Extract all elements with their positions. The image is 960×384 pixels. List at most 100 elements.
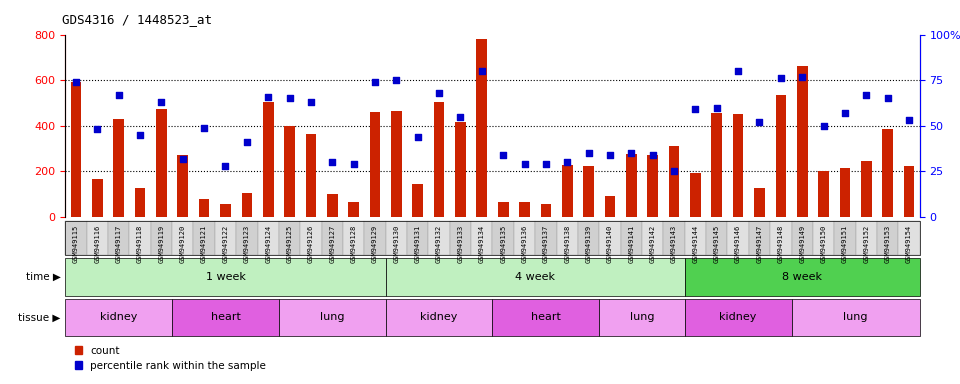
Bar bbox=[156, 109, 167, 217]
Bar bbox=[391, 111, 401, 217]
Point bbox=[645, 152, 660, 158]
Text: GSM949128: GSM949128 bbox=[350, 224, 357, 263]
Text: GSM949140: GSM949140 bbox=[607, 224, 613, 263]
Bar bbox=[669, 146, 680, 217]
Point bbox=[175, 156, 190, 162]
Text: GSM949121: GSM949121 bbox=[202, 224, 207, 263]
Point bbox=[324, 159, 340, 166]
Bar bbox=[92, 179, 103, 217]
Point bbox=[880, 95, 896, 101]
Text: GSM949143: GSM949143 bbox=[671, 224, 677, 263]
Text: GSM949151: GSM949151 bbox=[842, 224, 848, 263]
Point bbox=[901, 117, 917, 123]
Point bbox=[154, 99, 169, 105]
Point bbox=[89, 126, 105, 132]
Bar bbox=[71, 83, 82, 217]
Bar bbox=[113, 119, 124, 217]
Bar bbox=[199, 199, 209, 217]
Text: GSM949139: GSM949139 bbox=[586, 224, 591, 263]
Bar bbox=[220, 204, 230, 217]
Bar bbox=[818, 171, 828, 217]
Text: time ▶: time ▶ bbox=[26, 272, 60, 282]
Text: GSM949119: GSM949119 bbox=[158, 224, 164, 263]
Point bbox=[581, 150, 596, 156]
Text: GSM949134: GSM949134 bbox=[479, 224, 485, 263]
Bar bbox=[498, 202, 509, 217]
Bar bbox=[711, 113, 722, 217]
Text: kidney: kidney bbox=[420, 312, 458, 323]
Point bbox=[773, 75, 788, 81]
Bar bbox=[413, 184, 423, 217]
Point bbox=[368, 79, 383, 85]
Bar bbox=[178, 156, 188, 217]
Point bbox=[602, 152, 617, 158]
Point bbox=[624, 150, 639, 156]
Text: GSM949149: GSM949149 bbox=[799, 224, 805, 263]
Text: GSM949123: GSM949123 bbox=[244, 224, 250, 263]
Text: GSM949124: GSM949124 bbox=[265, 224, 271, 263]
Text: GSM949144: GSM949144 bbox=[692, 224, 698, 263]
Bar bbox=[903, 166, 914, 217]
Point bbox=[68, 79, 84, 85]
Point bbox=[539, 161, 554, 167]
Bar bbox=[562, 164, 572, 217]
Point bbox=[410, 134, 425, 140]
Text: GSM949118: GSM949118 bbox=[137, 224, 143, 263]
Bar bbox=[370, 112, 380, 217]
Bar bbox=[540, 204, 551, 217]
Point bbox=[837, 110, 852, 116]
Bar bbox=[647, 156, 658, 217]
Text: GSM949129: GSM949129 bbox=[372, 224, 378, 263]
Bar bbox=[284, 126, 295, 217]
Text: GSM949135: GSM949135 bbox=[500, 224, 506, 263]
Text: GDS4316 / 1448523_at: GDS4316 / 1448523_at bbox=[62, 13, 212, 26]
Text: GSM949120: GSM949120 bbox=[180, 224, 186, 263]
Text: GSM949122: GSM949122 bbox=[223, 224, 228, 263]
Bar bbox=[305, 134, 316, 217]
Text: GSM949130: GSM949130 bbox=[394, 224, 399, 263]
Bar bbox=[327, 194, 338, 217]
Text: GSM949115: GSM949115 bbox=[73, 224, 79, 263]
Text: GSM949148: GSM949148 bbox=[778, 224, 783, 263]
Bar bbox=[476, 39, 487, 217]
Text: GSM949142: GSM949142 bbox=[650, 224, 656, 263]
Point bbox=[431, 90, 446, 96]
Point bbox=[560, 159, 575, 166]
Bar bbox=[348, 202, 359, 217]
Point bbox=[474, 68, 490, 74]
Bar bbox=[519, 202, 530, 217]
Point bbox=[346, 161, 361, 167]
Bar bbox=[732, 114, 743, 217]
Point bbox=[282, 95, 298, 101]
Bar bbox=[263, 102, 274, 217]
Point bbox=[731, 68, 746, 74]
Bar bbox=[755, 189, 765, 217]
Point bbox=[516, 161, 532, 167]
Legend: count, percentile rank within the sample: count, percentile rank within the sample bbox=[70, 341, 271, 375]
Text: GSM949127: GSM949127 bbox=[329, 224, 335, 263]
Text: GSM949138: GSM949138 bbox=[564, 224, 570, 263]
Point bbox=[303, 99, 319, 105]
Bar bbox=[434, 102, 444, 217]
Bar bbox=[134, 189, 145, 217]
Text: 8 week: 8 week bbox=[782, 272, 822, 282]
Text: lung: lung bbox=[630, 312, 655, 323]
Text: GSM949132: GSM949132 bbox=[436, 224, 442, 263]
Point bbox=[239, 139, 254, 145]
Bar bbox=[584, 166, 594, 217]
Point bbox=[260, 94, 276, 100]
Bar bbox=[455, 122, 466, 217]
Bar bbox=[605, 197, 615, 217]
Bar bbox=[840, 168, 851, 217]
Bar bbox=[861, 161, 872, 217]
Bar bbox=[776, 95, 786, 217]
Point bbox=[197, 124, 212, 131]
Text: kidney: kidney bbox=[719, 312, 756, 323]
Point bbox=[389, 77, 404, 83]
Point bbox=[218, 163, 233, 169]
Text: tissue ▶: tissue ▶ bbox=[18, 312, 60, 323]
Text: kidney: kidney bbox=[100, 312, 137, 323]
Text: heart: heart bbox=[210, 312, 240, 323]
Bar bbox=[690, 172, 701, 217]
Text: 4 week: 4 week bbox=[516, 272, 555, 282]
